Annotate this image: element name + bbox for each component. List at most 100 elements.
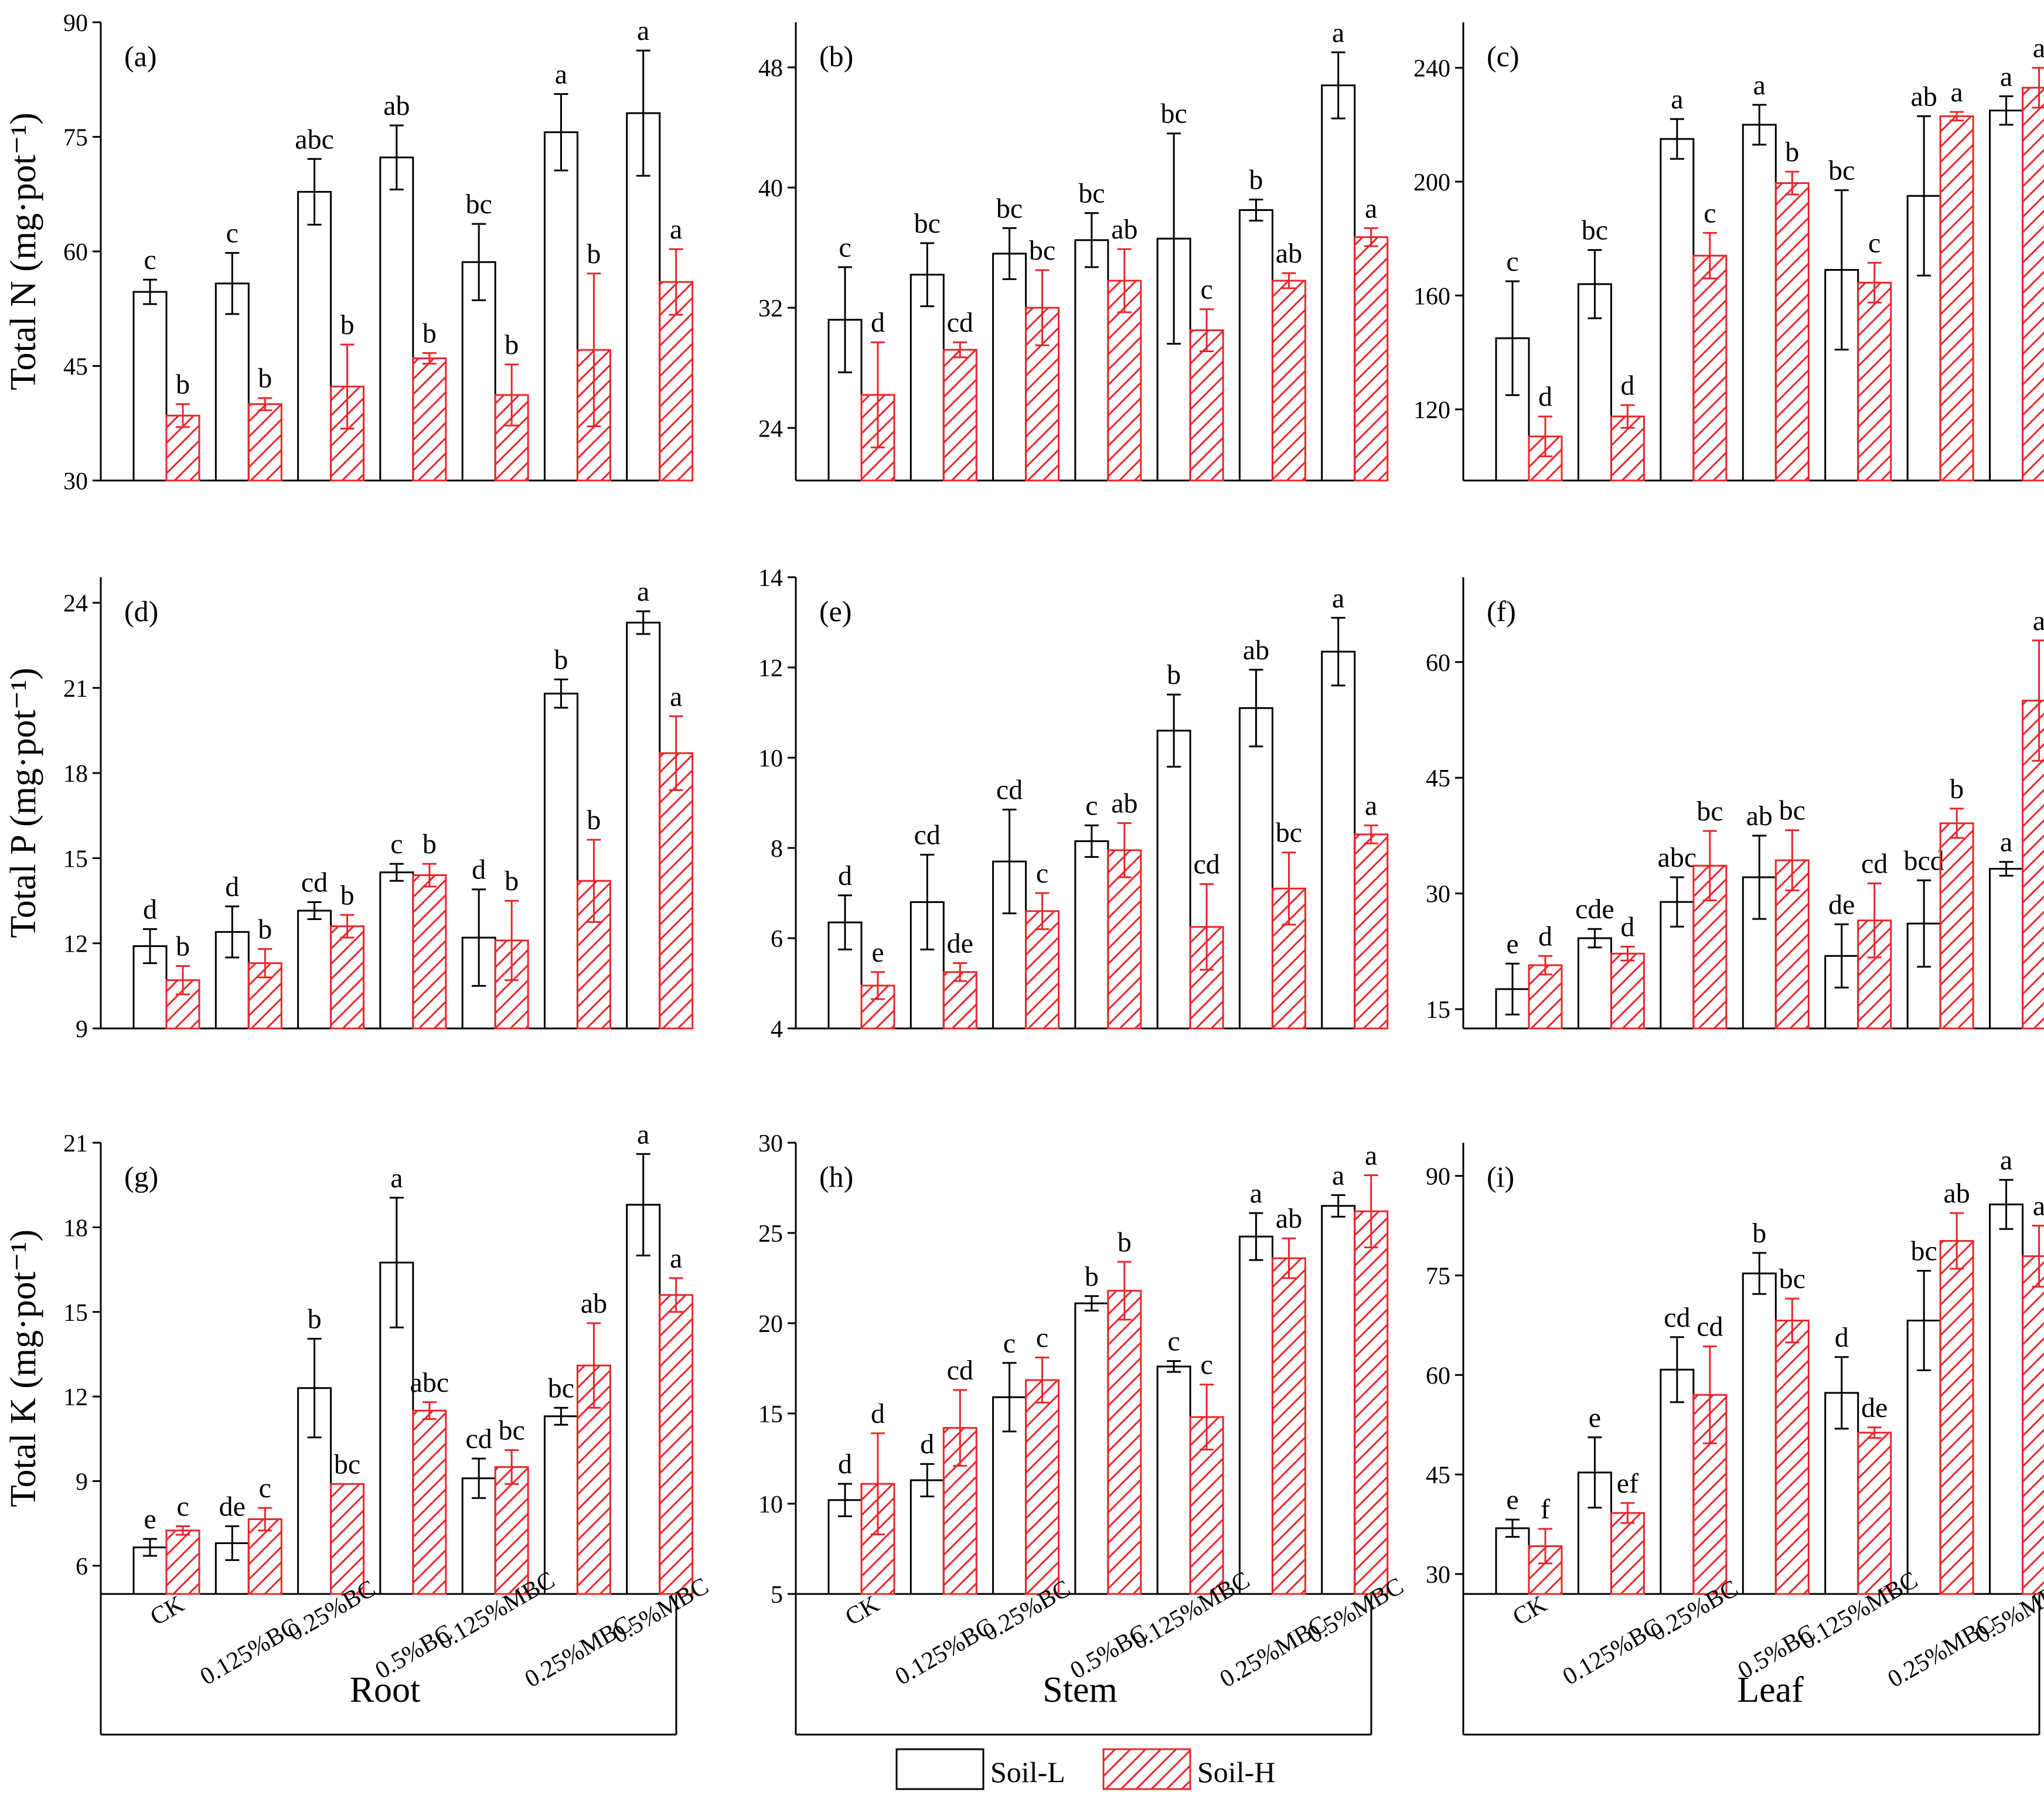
bar-soil-h-0-125-bc (1610, 952, 1645, 1030)
significance-letter: de (947, 928, 973, 959)
significance-letter: cd (947, 1355, 973, 1386)
significance-letter: bc (1828, 155, 1855, 186)
significance-letter: c (176, 1491, 189, 1522)
error-bar (636, 49, 650, 177)
significance-letter: a (1332, 1160, 1344, 1191)
significance-letter: b (505, 329, 519, 360)
error-bar (1999, 95, 2014, 126)
legend-label-soil-l: Soil-L (990, 1756, 1065, 1788)
bar-soil-l-ck (132, 291, 168, 482)
error-bar (1282, 851, 1296, 926)
significance-letter: a (1250, 1178, 1262, 1209)
significance-letter: bc (334, 1449, 360, 1480)
significance-letter: a (2000, 827, 2012, 858)
significance-letter: b (587, 239, 601, 270)
error-bar (1117, 248, 1132, 314)
error-bar (587, 272, 601, 427)
significance-letter: a (390, 1163, 403, 1194)
significance-letter: b (340, 309, 355, 340)
panel-h: 51015202530(h)ddcbcaadcdcbcabaCK0.125%BC… (758, 1130, 1408, 1736)
error-bar (1117, 822, 1132, 878)
y-tick-label: 60 (1426, 1362, 1450, 1389)
legend: Soil-L Soil-H (895, 1748, 1275, 1790)
bar-soil-h-0-25-bc (330, 1483, 365, 1595)
significance-letter: ab (1910, 81, 1937, 112)
error-bar (389, 124, 404, 190)
bar-soil-h-0-25-mbc (1271, 280, 1306, 482)
significance-letter: a (1671, 84, 1683, 115)
bar-soil-l-0-5-mbc (1321, 84, 1356, 482)
significance-letter: a (2000, 61, 2012, 92)
bar-soil-l-0-25-mbc (543, 693, 578, 1030)
column-label-root: Root (350, 1670, 421, 1710)
significance-letter: bc (1078, 178, 1105, 209)
significance-letter: c (1167, 1326, 1180, 1357)
bar-soil-h-0-125-mbc (494, 1466, 529, 1595)
error-bar (920, 854, 935, 951)
significance-letter: a (1365, 1140, 1377, 1171)
error-bar (1364, 227, 1378, 247)
error-bar (1167, 693, 1181, 768)
bar-soil-l-0-5-bc (1074, 840, 1109, 1030)
error-bar (1249, 669, 1263, 748)
y-tick-label: 40 (758, 175, 783, 202)
bar-soil-l-0-25-bc (1660, 1368, 1695, 1595)
bar-soil-l-0-5-mbc (1321, 650, 1356, 1030)
significance-letter: abc (1658, 842, 1697, 873)
bar-soil-h-0-5-mbc (2022, 1255, 2044, 1595)
bar-soil-l-0-5-mbc (1989, 868, 2024, 1030)
bar-soil-h-0-5-bc (1107, 849, 1142, 1030)
error-bar (389, 1197, 404, 1328)
error-bar (1364, 1174, 1378, 1249)
error-bar (340, 914, 355, 939)
error-bar (1917, 1270, 1931, 1371)
panel-label: (e) (819, 595, 852, 628)
significance-letter: ab (383, 90, 410, 121)
y-tick-label: 18 (63, 761, 88, 788)
error-bar (176, 965, 190, 996)
significance-letter: c (259, 1473, 271, 1504)
significance-letter: a (637, 1119, 649, 1150)
significance-letter: a (670, 1243, 682, 1274)
y-tick-label: 15 (63, 1300, 88, 1327)
error-bar (422, 1401, 437, 1420)
legend-label-soil-h: Soil-H (1197, 1756, 1275, 1788)
bar-soil-h-0-125-bc (942, 349, 977, 482)
error-bar (1620, 945, 1635, 962)
significance-letter: d (871, 1398, 885, 1429)
significance-letter: e (144, 1504, 156, 1535)
error-bar (554, 1406, 568, 1426)
error-bar (1002, 1362, 1017, 1433)
error-bar (1002, 809, 1017, 915)
error-bar (1200, 308, 1214, 353)
error-bar (143, 1538, 157, 1557)
error-bar (505, 900, 519, 982)
significance-letter: c (1200, 274, 1212, 305)
error-bar (1752, 834, 1767, 920)
error-bar (472, 223, 486, 301)
error-bar (258, 397, 272, 411)
significance-letter: a (1950, 77, 1963, 108)
significance-letter: e (1506, 928, 1518, 959)
error-bar (258, 1507, 272, 1532)
error-bar (1702, 231, 1717, 280)
significance-letter: b (1785, 137, 1799, 168)
significance-letter: de (1861, 1392, 1888, 1423)
bar-soil-l-0-5-mbc (626, 1204, 661, 1595)
bar-soil-l-0-25-mbc (1238, 1235, 1273, 1595)
bar-soil-h-0-25-mbc (1939, 115, 1974, 482)
bar-soil-l-0-25-mbc (1238, 707, 1273, 1030)
significance-letter: c (1036, 858, 1048, 889)
panel-label: (b) (819, 40, 853, 73)
significance-letter: bcd (1903, 845, 1944, 876)
error-bar (1950, 111, 1964, 122)
significance-letter: a (1365, 193, 1377, 224)
y-tick-label: 24 (758, 415, 783, 442)
bar-soil-l-0-5-bc (1742, 1272, 1777, 1595)
x-tick-label: CK (841, 1590, 884, 1631)
y-tick-label: 48 (758, 55, 783, 82)
